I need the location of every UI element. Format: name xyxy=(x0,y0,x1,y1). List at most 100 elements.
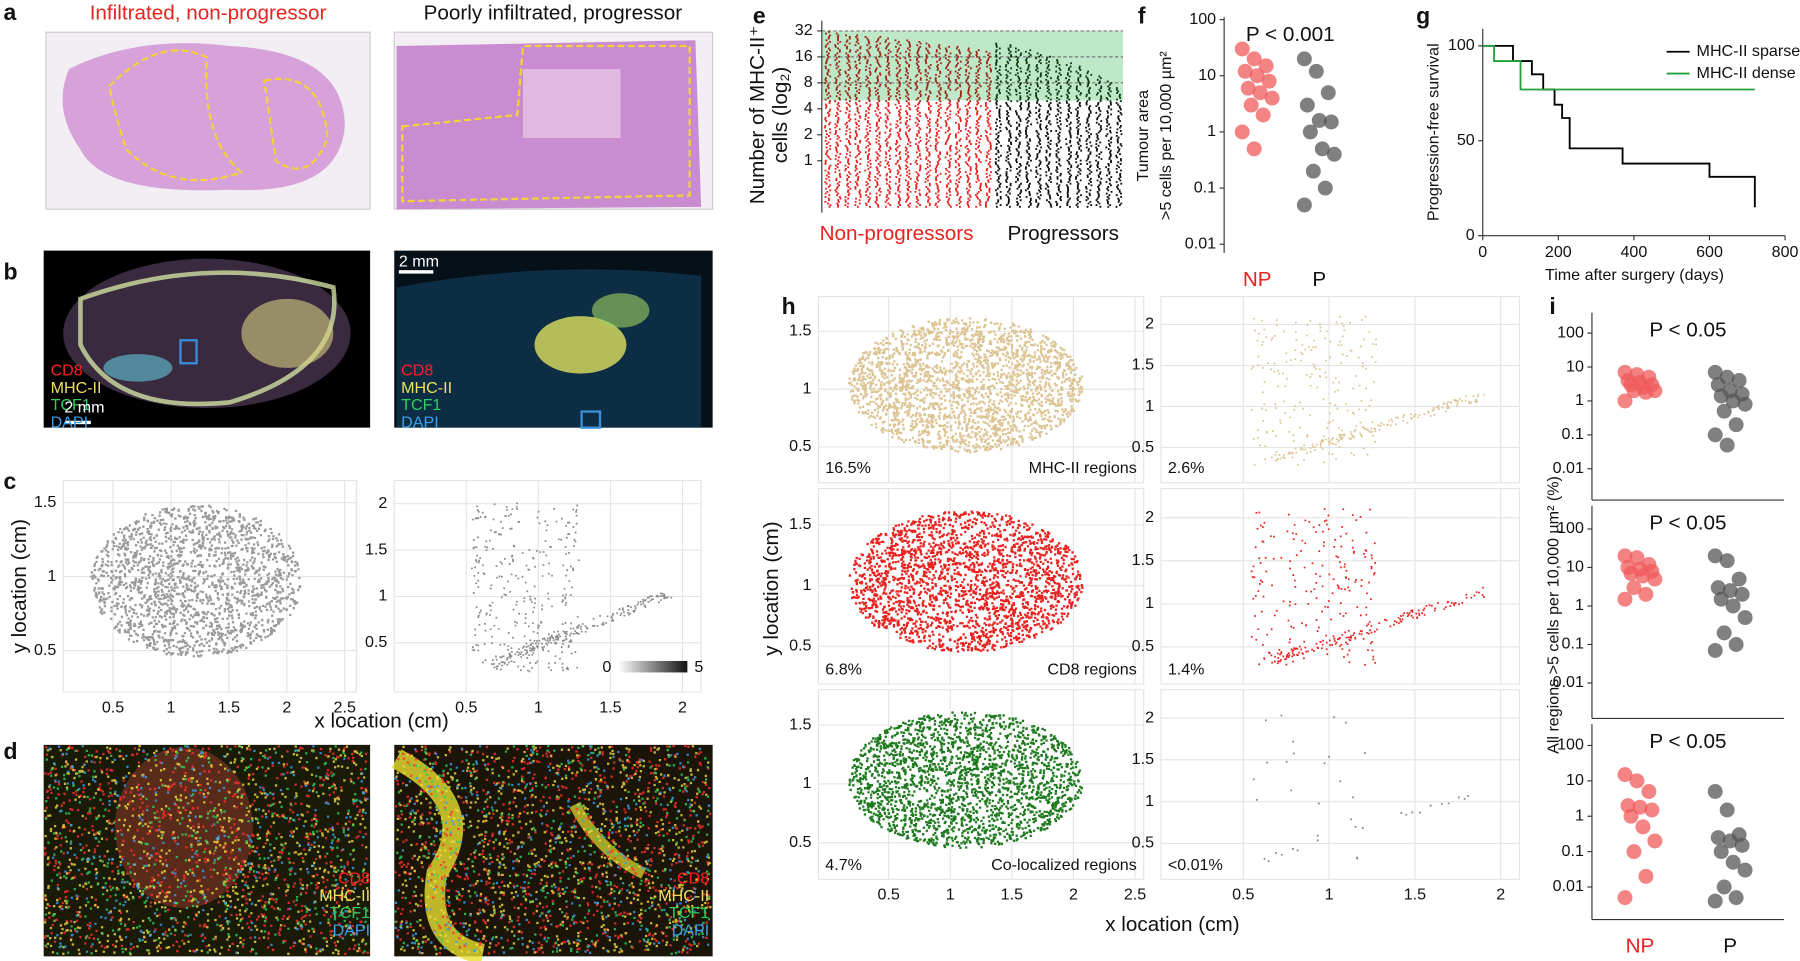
survival-line xyxy=(1482,44,1756,208)
data-point xyxy=(1710,830,1726,846)
strip-points xyxy=(954,101,962,208)
y-tick-label: 0.1 xyxy=(1194,178,1216,196)
y-tick-label: 2 xyxy=(1145,508,1154,526)
data-point xyxy=(1641,784,1657,799)
y-tick-label: 10 xyxy=(1566,357,1584,375)
strip-points xyxy=(974,101,982,208)
x-tick-label: 1 xyxy=(946,886,955,904)
data-point xyxy=(1707,548,1723,564)
legend-label: MHC-II sparse xyxy=(1697,42,1800,60)
map-points xyxy=(848,711,1084,850)
strip-points xyxy=(934,101,942,208)
strip-points xyxy=(984,101,992,208)
y-tick-label: 1 xyxy=(1145,792,1154,810)
y-tick-label: 1 xyxy=(803,379,812,397)
channel-label: DAPI xyxy=(51,413,89,431)
percent-label: 2.6% xyxy=(1168,459,1205,477)
data-point xyxy=(1737,862,1753,878)
data-point xyxy=(1710,377,1726,393)
y-tick-label: 10 xyxy=(1198,66,1216,84)
y-tick-label: 1 xyxy=(804,151,813,169)
y-tick-label: 1.5 xyxy=(1132,356,1154,374)
strip-points xyxy=(844,34,852,103)
strip-points xyxy=(1045,55,1052,103)
y-tick-label: 16 xyxy=(795,47,813,65)
strip-points xyxy=(904,39,912,103)
y-tick-label: 1.5 xyxy=(789,715,811,733)
y-tick-label: 100 xyxy=(1557,736,1584,754)
channel-label: TCF1 xyxy=(669,904,709,922)
y-tick-label: 10 xyxy=(1566,771,1584,789)
axis-title: All regions >5 cells per 10,000 µm² (%) xyxy=(1544,476,1562,754)
survival-line xyxy=(1482,44,1755,91)
axis-title: >5 cells per 10,000 µm² xyxy=(1157,51,1175,220)
x-tick-label: 1 xyxy=(1325,886,1334,904)
strip-points xyxy=(1065,101,1073,208)
strip-points xyxy=(824,31,832,103)
axis-title: Tumour area xyxy=(1134,90,1152,182)
strip-points xyxy=(1044,101,1053,208)
scale-bar-label: 2 mm xyxy=(64,398,104,416)
channel-label: MHC-II xyxy=(401,379,452,397)
data-point xyxy=(1728,637,1744,652)
data-point xyxy=(1737,610,1753,626)
percent-label: <0.01% xyxy=(1168,856,1223,874)
data-point xyxy=(1317,180,1333,196)
y-tick-label: 1 xyxy=(1575,806,1584,824)
data-point xyxy=(1719,802,1735,818)
data-point xyxy=(1707,364,1723,380)
data-point xyxy=(1722,833,1738,849)
strip-points xyxy=(1105,80,1113,103)
x-tick-label: 2 xyxy=(282,698,291,716)
channel-label: TCF1 xyxy=(401,396,441,414)
strip-points xyxy=(834,32,842,103)
x-tick-label: 1.5 xyxy=(1404,886,1426,904)
y-tick-label: 1 xyxy=(378,587,387,605)
zoomed-images xyxy=(43,744,713,961)
y-tick-label: 1.5 xyxy=(1132,750,1154,768)
strip-points xyxy=(994,42,1002,103)
data-point xyxy=(1234,124,1250,140)
panel-label: g xyxy=(1416,2,1430,28)
panel-label: f xyxy=(1138,2,1146,28)
data-point xyxy=(1725,393,1741,409)
category-label: NP xyxy=(1626,935,1655,958)
y-tick-label: 0.5 xyxy=(1132,438,1154,456)
channel-label: CD8 xyxy=(401,362,433,380)
category-label: P xyxy=(1312,268,1326,291)
x-tick-label: 200 xyxy=(1545,243,1572,261)
y-tick-label: 1.5 xyxy=(1132,551,1154,569)
axis-title: y location (cm) xyxy=(760,521,783,655)
data-point xyxy=(1311,112,1327,128)
colorbar xyxy=(618,660,688,673)
data-point xyxy=(1725,854,1741,870)
x-tick-label: 0 xyxy=(1478,243,1487,261)
y-tick-label: 0.5 xyxy=(365,633,387,651)
y-tick-label: 1.5 xyxy=(789,515,811,533)
data-point xyxy=(1249,68,1265,84)
x-tick-label: 1 xyxy=(534,698,543,716)
strip-points xyxy=(944,45,952,103)
strip-points xyxy=(954,45,962,103)
data-point xyxy=(1255,107,1271,123)
category-label: Progressors xyxy=(1007,222,1118,245)
percent-label: 16.5% xyxy=(825,459,871,477)
x-tick-label: 600 xyxy=(1696,243,1723,261)
strip-points xyxy=(1095,75,1103,103)
annotation: P < 0.05 xyxy=(1649,730,1726,753)
panel-label: c xyxy=(3,468,16,494)
data-point xyxy=(1237,63,1253,79)
strip-points xyxy=(1115,101,1123,208)
data-point xyxy=(1617,393,1633,409)
y-tick-label: 1 xyxy=(47,567,56,585)
data-point xyxy=(1731,373,1747,389)
data-point xyxy=(1707,642,1723,658)
data-point xyxy=(1234,41,1250,57)
category-label: P xyxy=(1723,935,1737,958)
panel-label: b xyxy=(3,259,17,285)
data-point xyxy=(1629,773,1645,789)
strip-points xyxy=(1014,47,1023,103)
strip-points xyxy=(854,101,862,208)
data-point xyxy=(1635,819,1651,835)
y-tick-label: 2 xyxy=(378,494,387,512)
